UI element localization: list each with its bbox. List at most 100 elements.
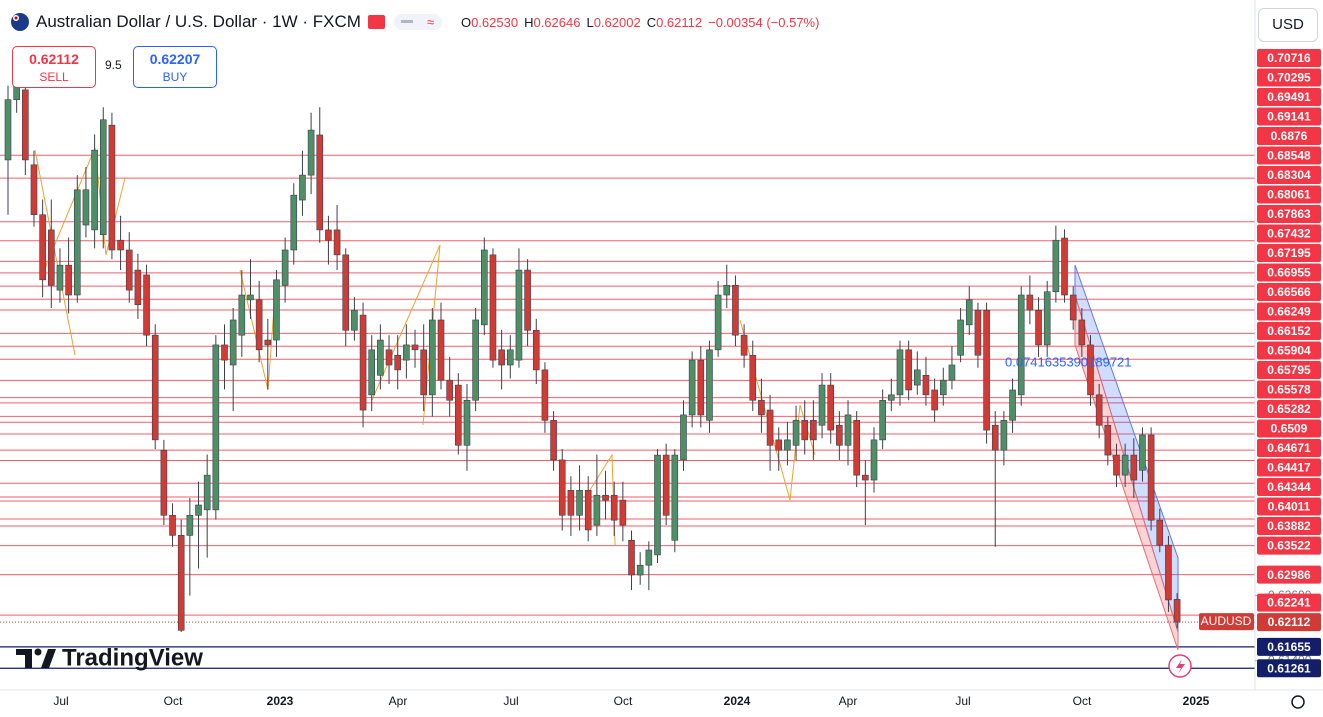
candle-body [169, 514, 176, 536]
candle-body [463, 399, 471, 446]
price-label-box [1257, 400, 1321, 419]
candle-body [576, 490, 583, 516]
candle-body [238, 294, 246, 336]
price-label: 0.66955 [1267, 266, 1311, 280]
symbol-label-box [1199, 613, 1254, 631]
candle-body [792, 420, 800, 446]
alert-icon[interactable] [367, 12, 387, 32]
price-label-box [1257, 322, 1321, 341]
candle-body [160, 449, 168, 516]
candle-body [671, 454, 679, 541]
candle-body [480, 249, 488, 326]
price-label-box [1257, 107, 1321, 126]
price-label: 0.66249 [1267, 305, 1311, 319]
price-label-box [1257, 205, 1321, 224]
candle-body [429, 319, 436, 396]
candle-body [1087, 344, 1094, 396]
candle-body [368, 349, 376, 396]
price-label: 0.66566 [1267, 285, 1311, 299]
candle-body [143, 274, 150, 336]
candle-body [30, 164, 38, 216]
price-label-box [1257, 613, 1321, 632]
indicator-pill[interactable]: ≈ [393, 12, 443, 32]
candle-body [818, 384, 826, 426]
candle-body [758, 399, 765, 416]
candle-body [550, 420, 557, 461]
ohlc-key: H [524, 14, 534, 30]
candle-body [212, 344, 220, 511]
candle-body [888, 394, 895, 401]
price-label-box [1257, 361, 1321, 380]
candle-body [515, 269, 523, 361]
candle-body [195, 504, 202, 516]
candle-body [766, 409, 774, 446]
candle-body [316, 134, 324, 231]
candle-body [593, 494, 601, 526]
candle-body [558, 459, 566, 516]
price-label: 0.68304 [1267, 168, 1311, 182]
price-label-box [1257, 497, 1321, 516]
price-label-box [1257, 185, 1321, 204]
ohlc-item: H0.62646 [524, 15, 580, 30]
candle-body [922, 375, 930, 396]
x-tick-label: Apr [839, 694, 858, 708]
price-label: 0.61261 [1267, 661, 1311, 675]
candle-body [264, 339, 272, 346]
candle-body [1147, 434, 1155, 521]
price-label: 0.65795 [1267, 363, 1311, 377]
trend-line [34, 149, 76, 356]
candle-body [697, 359, 705, 416]
buy-button[interactable]: 0.62207 BUY [133, 46, 217, 88]
price-label: 0.67432 [1267, 227, 1311, 241]
candle-body [1078, 319, 1086, 346]
candle-body [359, 314, 367, 411]
price-label-box [1257, 49, 1321, 68]
axes: 0.626000.614000.612610.616550.621120.622… [53, 49, 1321, 708]
price-label-box [1257, 419, 1321, 438]
x-tick-label: Apr [389, 694, 408, 708]
currency-button[interactable]: USD [1258, 8, 1318, 42]
candle-body [870, 439, 878, 481]
candle-body [714, 294, 722, 351]
candle-body [299, 174, 306, 201]
candle-body [619, 499, 627, 526]
candle-body [203, 474, 211, 511]
candle-body [351, 309, 358, 331]
price-label-box [1257, 536, 1321, 555]
candle-body [532, 329, 540, 371]
logo-mark [34, 648, 42, 656]
price-label-box [1257, 127, 1321, 146]
candle-body [385, 349, 393, 366]
candle-body [437, 319, 445, 381]
candle-body [134, 269, 142, 306]
price-label: 0.63882 [1267, 519, 1311, 533]
ohlc-value: 0.62646 [533, 14, 581, 30]
ohlc-item: C0.62112 [647, 15, 702, 30]
candle-body [1130, 454, 1138, 481]
price-label: 0.70716 [1267, 51, 1311, 65]
candle-body [654, 454, 661, 556]
candle-body [221, 344, 228, 361]
candle-body [688, 359, 696, 416]
sell-button[interactable]: 0.62112 SELL [12, 46, 96, 88]
settings-icon[interactable] [1291, 695, 1305, 709]
candle-body [862, 474, 869, 481]
candle-body [1173, 599, 1181, 623]
ohlc-key: O [460, 14, 472, 30]
candle-body [99, 119, 107, 236]
candle-body [1035, 309, 1042, 346]
candle-body [905, 349, 912, 391]
candle-body [420, 349, 427, 396]
price-label-box [1257, 224, 1321, 243]
candle-body [342, 254, 350, 331]
price-label: 0.67863 [1267, 207, 1311, 221]
header: Australian Dollar / U.S. Dollar · 1W · F… [10, 12, 819, 32]
candle-body [939, 379, 947, 396]
candle-body [1156, 519, 1164, 546]
candle-body [827, 384, 835, 431]
candle-body [247, 294, 254, 301]
price-label: 0.69491 [1267, 90, 1311, 104]
price-label-box [1257, 341, 1321, 360]
candle-body [281, 249, 289, 286]
